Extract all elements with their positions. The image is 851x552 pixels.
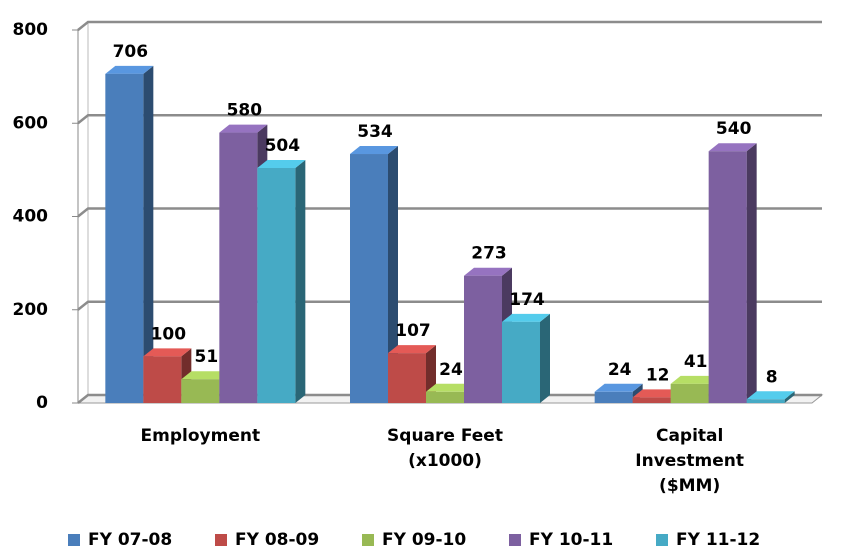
- value-label: 51: [194, 347, 218, 367]
- bar-side: [143, 65, 154, 403]
- bar-front: [464, 275, 502, 403]
- value-label: 100: [151, 324, 187, 344]
- y-tick-label: 0: [36, 393, 48, 413]
- legend-label: FY 08-09: [235, 530, 319, 550]
- bar-front: [181, 379, 220, 403]
- bar: [708, 143, 757, 403]
- bar-top: [181, 371, 230, 380]
- bar: [502, 313, 550, 403]
- y-tick-label: 800: [13, 20, 49, 40]
- bar-top: [219, 124, 268, 133]
- bar-front: [708, 151, 747, 403]
- bar-top: [594, 383, 643, 392]
- grid-line: [77, 20, 822, 31]
- legend-swatch: [68, 534, 80, 546]
- grid-line: [77, 300, 822, 311]
- bar-top: [426, 383, 474, 392]
- bar-top: [632, 389, 681, 398]
- legend-label: FY 10-11: [529, 530, 613, 550]
- bar-side: [388, 146, 398, 403]
- value-label: 107: [395, 321, 431, 341]
- bar-top: [746, 391, 795, 400]
- legend-label: FY 09-10: [382, 530, 466, 550]
- value-label: 24: [439, 360, 463, 380]
- bar: [257, 160, 306, 403]
- x-tick-label: Capital Investment ($MM): [635, 426, 745, 496]
- bar-front: [219, 132, 258, 403]
- bar-top: [257, 160, 306, 169]
- bar-front: [670, 383, 709, 403]
- grid-line: [77, 114, 822, 125]
- value-label: 580: [227, 101, 263, 121]
- value-label: 534: [357, 122, 393, 142]
- bar-front: [350, 154, 388, 403]
- bar-side: [295, 160, 306, 403]
- y-tick-label: 400: [13, 207, 49, 227]
- x-tick-label: Employment: [140, 426, 261, 446]
- bar-front: [502, 321, 540, 403]
- value-label: 41: [684, 352, 708, 372]
- bar-front: [388, 353, 426, 403]
- bar-side: [784, 391, 795, 403]
- value-label: 24: [608, 360, 632, 380]
- value-label: 504: [265, 136, 301, 156]
- bar-top: [105, 65, 154, 74]
- value-label: 273: [471, 244, 507, 264]
- legend-swatch: [362, 534, 374, 546]
- bar-front: [105, 73, 144, 403]
- grid-line: [77, 207, 822, 218]
- bar-top: [502, 313, 550, 322]
- bar-front: [632, 397, 671, 403]
- legend-label: FY 11-12: [676, 530, 760, 550]
- bar: [105, 65, 154, 403]
- bar-side: [746, 143, 757, 403]
- bar-top: [388, 345, 436, 354]
- legend-swatch: [509, 534, 521, 546]
- bar-front: [426, 391, 464, 403]
- bar-top: [670, 375, 719, 384]
- bar-top: [464, 267, 512, 276]
- legend-swatch: [215, 534, 227, 546]
- bar-front: [257, 168, 296, 403]
- bar: [350, 146, 398, 403]
- legend-swatch: [656, 534, 668, 546]
- bar-top: [143, 348, 192, 357]
- x-tick-label: Square Feet (x1000): [387, 426, 503, 471]
- value-label: 8: [766, 367, 778, 387]
- value-label: 12: [646, 365, 670, 385]
- bar-top: [350, 146, 398, 155]
- bar-front: [594, 391, 633, 403]
- bar-front: [746, 399, 785, 403]
- value-label: 706: [113, 42, 149, 62]
- bar-side: [540, 313, 550, 403]
- grid-line: [77, 393, 822, 404]
- y-tick-label: 200: [13, 300, 49, 320]
- legend-label: FY 07-08: [88, 530, 172, 550]
- y-tick-label: 600: [13, 113, 49, 133]
- bar-front: [143, 356, 182, 403]
- value-label: 174: [509, 290, 545, 310]
- bar-top: [708, 143, 757, 152]
- value-label: 540: [716, 119, 752, 139]
- bar: [746, 391, 795, 403]
